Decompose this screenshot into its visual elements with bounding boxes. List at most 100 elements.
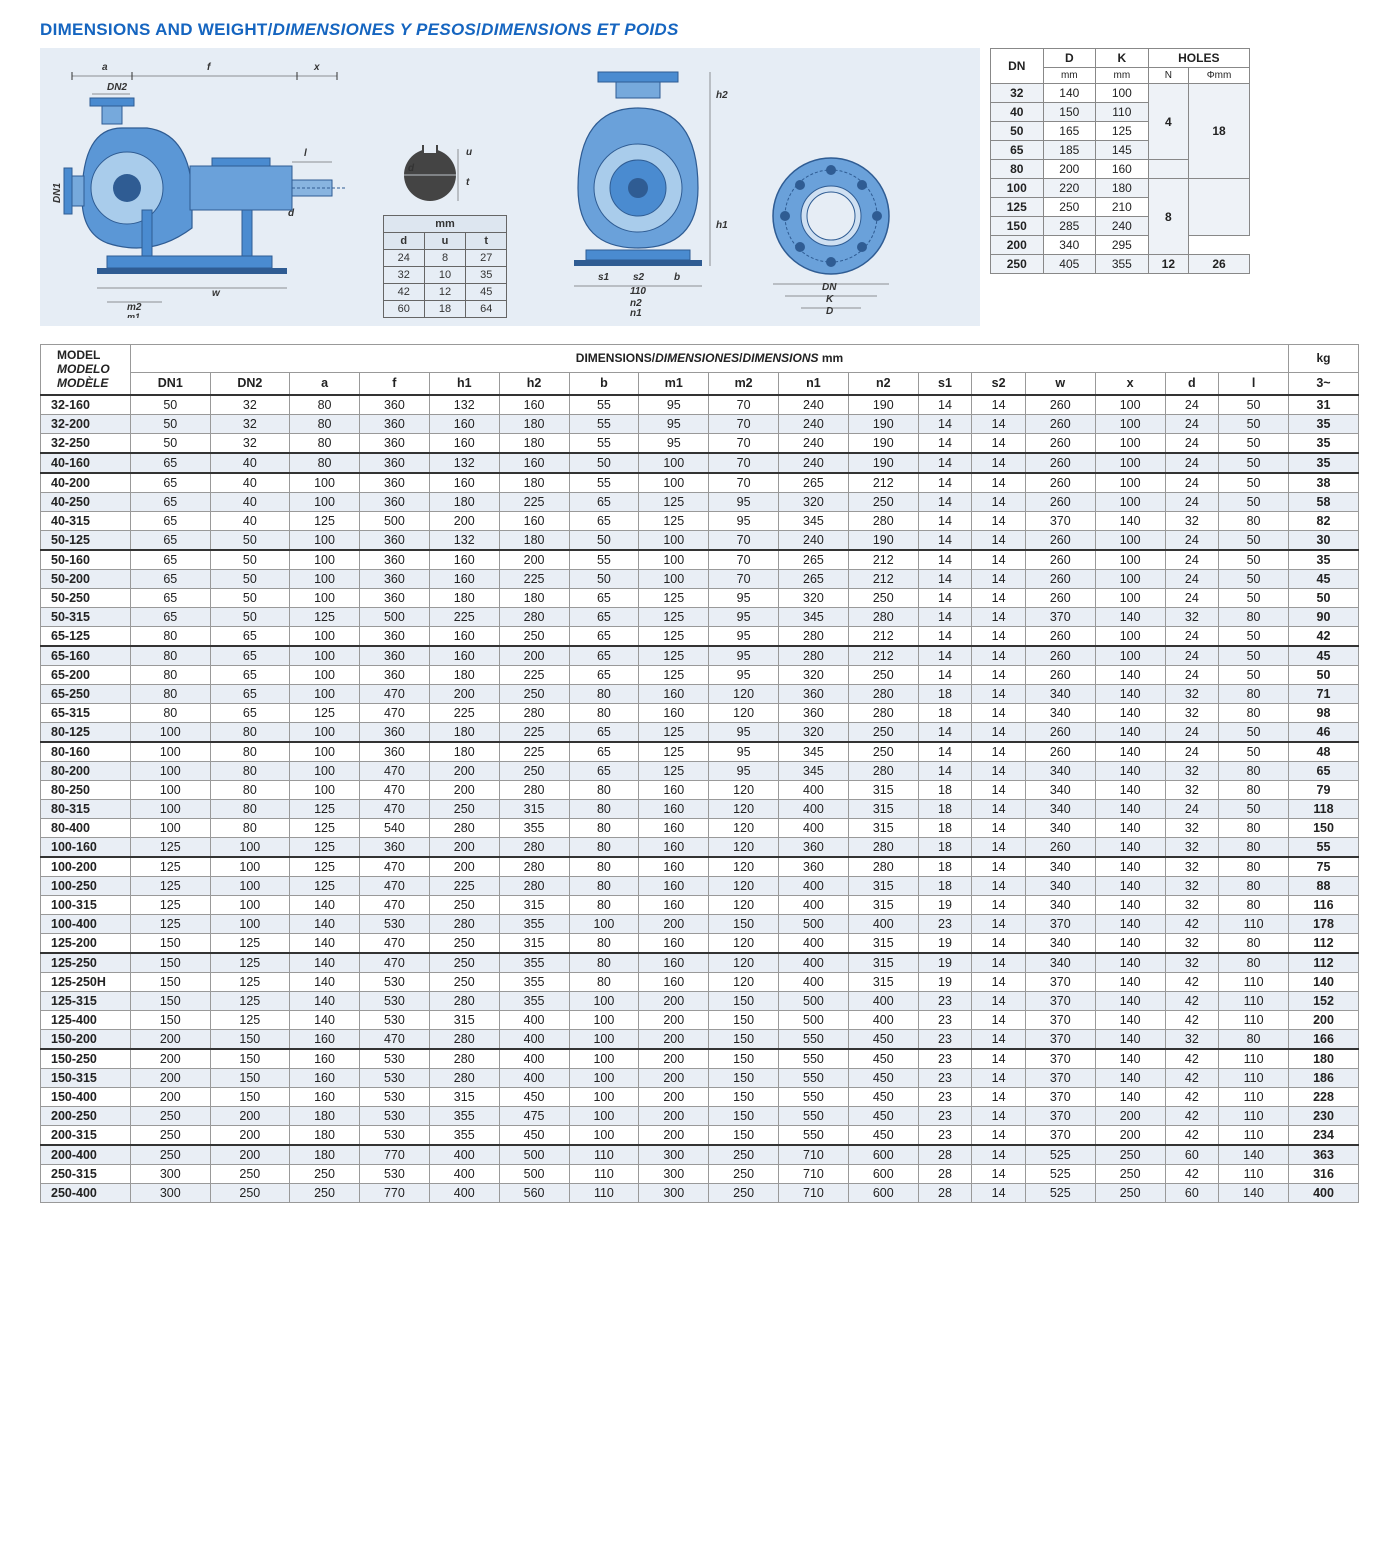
value-cell: 19 [918, 896, 972, 915]
shaft-unit-header: mm [383, 216, 507, 233]
value-cell: 530 [359, 915, 429, 934]
value-cell: 225 [499, 570, 569, 589]
table-row: 200-315250200180530355450100200150550450… [41, 1126, 1359, 1146]
flange-h-d: D [1043, 49, 1096, 68]
value-cell: 14 [972, 1069, 1026, 1088]
value-cell: 65 [131, 570, 211, 589]
value-cell: 315 [848, 934, 918, 954]
value-cell: 23 [918, 915, 972, 934]
value-cell: 23 [918, 1069, 972, 1088]
value-cell: 14 [972, 915, 1026, 934]
value-cell: 110 [569, 1165, 639, 1184]
model-cell: 65-250 [41, 685, 131, 704]
value-cell: 50 [1219, 570, 1289, 589]
svg-text:f: f [207, 62, 212, 73]
model-cell: 32-250 [41, 434, 131, 454]
value-cell: 14 [972, 800, 1026, 819]
value-cell: 24 [1165, 493, 1219, 512]
value-cell: 125 [639, 762, 709, 781]
value-cell: 140 [1095, 1088, 1165, 1107]
value-cell: 90 [1288, 608, 1358, 627]
value-cell: 14 [918, 531, 972, 551]
value-cell: 80 [569, 685, 639, 704]
table-row: 50-1256550100360132180501007024019014142… [41, 531, 1359, 551]
value-cell: 150 [709, 1107, 779, 1126]
value-cell: 100 [1095, 395, 1165, 415]
value-cell: 70 [709, 453, 779, 473]
value-cell: 280 [499, 704, 569, 723]
dim-col-header: a [290, 372, 360, 395]
value-cell: 315 [848, 819, 918, 838]
shaft-cell: 10 [424, 267, 465, 284]
svg-text:d: d [408, 163, 415, 174]
model-cell: 80-125 [41, 723, 131, 743]
value-cell: 65 [210, 627, 290, 647]
value-cell: 250 [709, 1184, 779, 1203]
value-cell: 14 [918, 434, 972, 454]
value-cell: 100 [210, 857, 290, 877]
value-cell: 360 [359, 493, 429, 512]
value-cell: 70 [709, 570, 779, 589]
table-row: 80-3151008012547025031580160120400315181… [41, 800, 1359, 819]
value-cell: 23 [918, 1049, 972, 1069]
value-cell: 280 [848, 857, 918, 877]
value-cell: 100 [210, 896, 290, 915]
value-cell: 186 [1288, 1069, 1358, 1088]
value-cell: 190 [848, 453, 918, 473]
flange-h-holes: HOLES [1148, 49, 1249, 68]
value-cell: 250 [499, 685, 569, 704]
shaft-cell: 8 [424, 250, 465, 267]
model-cell: 150-315 [41, 1069, 131, 1088]
value-cell: 140 [290, 953, 360, 973]
value-cell: 180 [499, 434, 569, 454]
value-cell: 525 [1025, 1145, 1095, 1165]
value-cell: 95 [709, 627, 779, 647]
value-cell: 260 [1025, 742, 1095, 762]
value-cell: 120 [709, 781, 779, 800]
value-cell: 150 [210, 1030, 290, 1050]
value-cell: 355 [429, 1107, 499, 1126]
value-cell: 250 [429, 953, 499, 973]
value-cell: 88 [1288, 877, 1358, 896]
flange-table-wrap: DN D K HOLES mm mm N Φmm 321401004184015… [990, 48, 1250, 326]
value-cell: 100 [1095, 570, 1165, 589]
pump-front-svg: h2 h1 s1 s2 b 110 n2 n1 [538, 58, 738, 318]
value-cell: 225 [429, 608, 499, 627]
value-cell: 14 [918, 627, 972, 647]
weight-header: kg [1288, 345, 1358, 373]
value-cell: 400 [779, 934, 849, 954]
value-cell: 140 [1095, 992, 1165, 1011]
value-cell: 42 [1165, 973, 1219, 992]
value-cell: 14 [972, 531, 1026, 551]
value-cell: 50 [569, 531, 639, 551]
value-cell: 180 [499, 589, 569, 608]
value-cell: 150 [210, 1049, 290, 1069]
flange-cell: 200 [1043, 160, 1096, 179]
value-cell: 132 [429, 395, 499, 415]
dim-col-header: m1 [639, 372, 709, 395]
svg-text:d: d [288, 208, 295, 219]
flange-cell: 295 [1096, 236, 1149, 255]
value-cell: 500 [359, 512, 429, 531]
value-cell: 14 [972, 570, 1026, 589]
value-cell: 125 [131, 838, 211, 858]
value-cell: 80 [1219, 857, 1289, 877]
value-cell: 200 [429, 857, 499, 877]
value-cell: 100 [639, 453, 709, 473]
flange-cell: 125 [1096, 122, 1149, 141]
value-cell: 140 [1095, 915, 1165, 934]
dim-col-header: d [1165, 372, 1219, 395]
value-cell: 100 [210, 838, 290, 858]
value-cell: 110 [569, 1145, 639, 1165]
value-cell: 355 [429, 1126, 499, 1146]
value-cell: 110 [1219, 973, 1289, 992]
value-cell: 14 [972, 819, 1026, 838]
model-en: MODEL [57, 349, 124, 363]
value-cell: 125 [290, 857, 360, 877]
dim-col-header: n1 [779, 372, 849, 395]
value-cell: 24 [1165, 453, 1219, 473]
value-cell: 340 [1025, 934, 1095, 954]
value-cell: 100 [1095, 550, 1165, 570]
value-cell: 32 [1165, 685, 1219, 704]
value-cell: 125 [210, 973, 290, 992]
